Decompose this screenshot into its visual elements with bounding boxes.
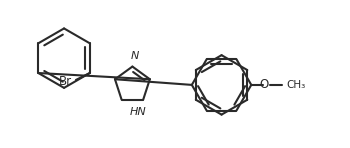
Text: N: N	[131, 51, 140, 61]
Text: CH₃: CH₃	[286, 80, 305, 90]
Text: O: O	[260, 78, 269, 91]
Text: Br: Br	[59, 75, 72, 88]
Text: HN: HN	[130, 107, 147, 117]
